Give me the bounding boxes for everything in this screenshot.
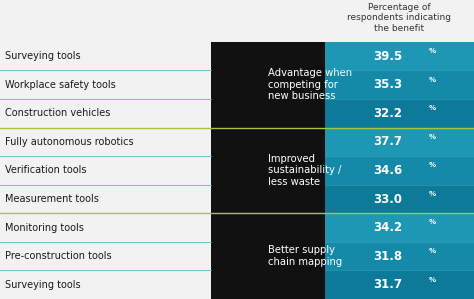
Text: Advantage when
competing for
new business: Advantage when competing for new busines… xyxy=(268,68,352,101)
Text: %: % xyxy=(429,134,437,140)
Text: Verification tools: Verification tools xyxy=(5,165,86,176)
Text: 31.7: 31.7 xyxy=(373,278,402,291)
Text: %: % xyxy=(429,77,437,83)
Text: %: % xyxy=(429,248,437,254)
Text: %: % xyxy=(429,105,437,111)
Text: Monitoring tools: Monitoring tools xyxy=(5,222,83,233)
Text: 37.7: 37.7 xyxy=(373,135,402,148)
Text: %: % xyxy=(429,162,437,168)
Text: %: % xyxy=(429,219,437,225)
Text: Surveying tools: Surveying tools xyxy=(5,280,81,290)
Text: Pre-construction tools: Pre-construction tools xyxy=(5,251,111,261)
Text: 31.8: 31.8 xyxy=(373,250,402,263)
Text: Better supply
chain mapping: Better supply chain mapping xyxy=(268,245,342,267)
Text: Construction vehicles: Construction vehicles xyxy=(5,108,110,118)
Text: Surveying tools: Surveying tools xyxy=(5,51,81,61)
Text: Fully autonomous robotics: Fully autonomous robotics xyxy=(5,137,133,147)
Text: Improved
sustainability /
less waste: Improved sustainability / less waste xyxy=(268,154,341,187)
Text: Measurement tools: Measurement tools xyxy=(5,194,99,204)
Text: Percentage of
respondents indicating
the benefit: Percentage of respondents indicating the… xyxy=(347,3,451,33)
Text: 39.5: 39.5 xyxy=(373,50,402,63)
Text: %: % xyxy=(429,277,437,283)
Text: 34.2: 34.2 xyxy=(373,221,402,234)
Text: %: % xyxy=(429,48,437,54)
Text: %: % xyxy=(429,191,437,197)
Text: 33.0: 33.0 xyxy=(373,193,402,205)
Text: 32.2: 32.2 xyxy=(373,107,402,120)
Text: 35.3: 35.3 xyxy=(373,78,402,91)
Text: Workplace safety tools: Workplace safety tools xyxy=(5,80,116,90)
Text: 34.6: 34.6 xyxy=(373,164,402,177)
